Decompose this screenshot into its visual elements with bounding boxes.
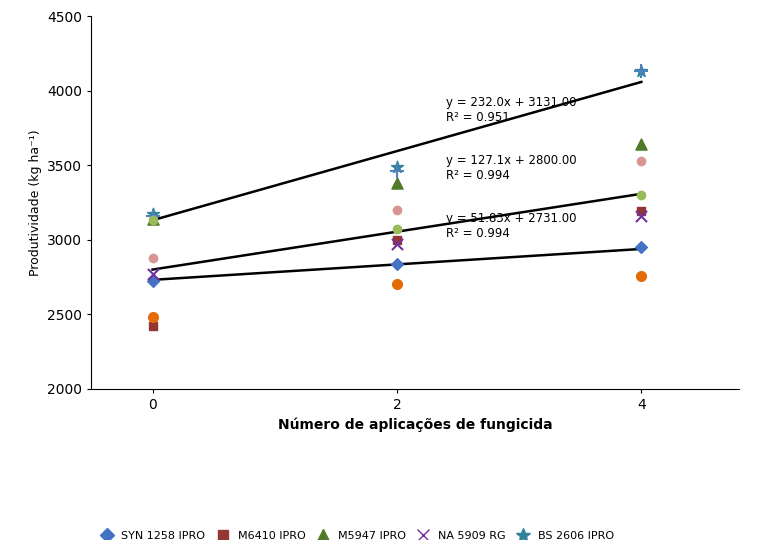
Text: y = 51.83x + 2731.00
R² = 0.994: y = 51.83x + 2731.00 R² = 0.994 xyxy=(446,212,576,240)
NA 5909 RG xyxy=(391,240,403,248)
M6410 IPRO xyxy=(146,322,158,330)
M6410 IPRO xyxy=(391,235,403,244)
Y-axis label: Produtividade (kg ha⁻¹): Produtividade (kg ha⁻¹) xyxy=(29,129,42,276)
BMX Garra IPRO xyxy=(146,212,158,220)
SYN 1258 IPRO xyxy=(146,277,158,286)
X-axis label: Número de aplicações de fungicida: Número de aplicações de fungicida xyxy=(278,417,552,432)
M5947 IPRO xyxy=(636,140,648,149)
BMX Delta IPRO xyxy=(391,206,403,214)
BS 2606 IPRO xyxy=(146,210,158,219)
Média xyxy=(146,216,158,225)
SYN 1059 RR xyxy=(146,313,158,322)
Média xyxy=(391,225,403,234)
BMX Delta IPRO xyxy=(636,157,648,165)
BMX Garra IPRO xyxy=(636,67,648,76)
M5947 IPRO xyxy=(146,214,158,223)
SYN 1258 IPRO xyxy=(391,259,403,268)
BS 2606 IPRO xyxy=(636,67,648,76)
BMX Garra IPRO xyxy=(391,167,403,176)
SYN 1059 RR xyxy=(636,271,648,280)
Text: y = 232.0x + 3131.00
R² = 0.951: y = 232.0x + 3131.00 R² = 0.951 xyxy=(446,96,576,124)
SYN 1258 IPRO xyxy=(636,243,648,252)
Média xyxy=(636,191,648,199)
NA 5909 RG xyxy=(146,269,158,278)
SYN 1059 RR xyxy=(391,280,403,289)
BS 2606 IPRO xyxy=(391,163,403,171)
Text: y = 127.1x + 2800.00
R² = 0.994: y = 127.1x + 2800.00 R² = 0.994 xyxy=(446,154,577,182)
NA 5909 RG xyxy=(636,212,648,220)
M5947 IPRO xyxy=(391,179,403,187)
M6410 IPRO xyxy=(636,207,648,216)
BMX Delta IPRO xyxy=(146,253,158,262)
